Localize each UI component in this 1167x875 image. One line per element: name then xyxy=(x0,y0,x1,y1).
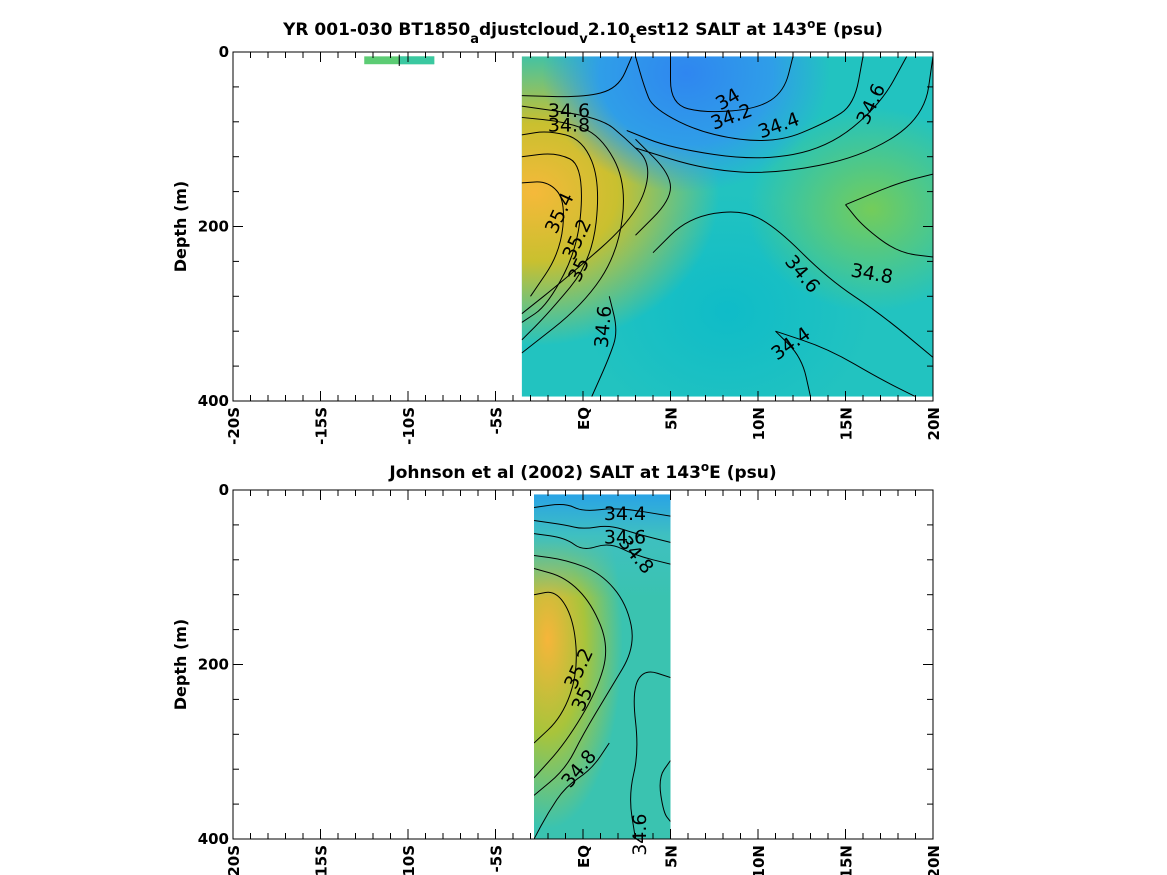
contour-line xyxy=(534,520,671,543)
contour-line xyxy=(521,116,624,354)
contour-line xyxy=(521,131,599,341)
chart-title-part: v xyxy=(579,32,588,47)
chart-title-part: 2.10 xyxy=(588,20,630,40)
contour-line xyxy=(669,56,794,113)
contour-line xyxy=(521,153,582,323)
salinity-field xyxy=(534,494,671,839)
y-tick-label: 200 xyxy=(198,218,229,236)
contour-label: 34.6 xyxy=(604,526,646,548)
field-fragment xyxy=(399,56,435,65)
x-tick-label: EQ xyxy=(575,845,593,868)
contour-line xyxy=(775,330,811,397)
x-tick-label: 5N xyxy=(663,845,681,868)
contour-line xyxy=(845,173,933,206)
x-tick-label: -20S xyxy=(225,845,243,875)
x-tick-label: 15N xyxy=(838,407,856,440)
x-tick-label: 5N xyxy=(663,407,681,430)
x-tick-label: 15N xyxy=(838,845,856,875)
panel-2: Johnson et al (2002) SALT at 143oE (psu)… xyxy=(171,460,943,875)
contour-line xyxy=(534,533,671,565)
contour-line xyxy=(534,568,607,779)
x-tick-label: -10S xyxy=(400,845,418,875)
contour-label: 34.6 xyxy=(591,305,617,349)
contour-line xyxy=(659,760,671,822)
contour-label: 34.6 xyxy=(629,813,651,855)
chart-title-part: est12 SALT at 143 xyxy=(636,20,807,40)
x-tick-label: EQ xyxy=(575,407,593,430)
y-axis-label: Depth (m) xyxy=(171,181,190,273)
x-tick-label: 10N xyxy=(750,407,768,440)
contour-line xyxy=(775,330,916,397)
contour-label: 34.4 xyxy=(604,503,646,525)
contour-line xyxy=(652,211,933,358)
y-tick-label: 0 xyxy=(219,43,229,61)
x-tick-label: 20N xyxy=(925,407,943,440)
chart-title-part: t xyxy=(630,32,636,47)
contour-line xyxy=(534,554,633,796)
y-tick-label: 400 xyxy=(198,830,229,848)
contour-line xyxy=(521,56,633,98)
chart-title-part: a xyxy=(470,32,479,47)
x-tick-label: -15S xyxy=(313,845,331,875)
panel-1: YR 001-030 BT1850adjustcloudv2.10test12 … xyxy=(171,17,943,445)
x-tick-label: 20N xyxy=(925,845,943,875)
contour-line xyxy=(534,591,577,744)
chart-title-part: djustcloud xyxy=(479,20,579,40)
chart-title: YR 001-030 BT1850adjustcloudv2.10test12 … xyxy=(282,17,883,47)
contour-line xyxy=(635,56,864,141)
chart-title-part: E (psu) xyxy=(709,463,776,483)
y-tick-label: 200 xyxy=(198,656,229,674)
y-axis-label: Depth (m) xyxy=(171,619,190,711)
x-tick-label: -10S xyxy=(400,407,418,445)
contour-line xyxy=(845,204,933,258)
contour-label: 34.6 xyxy=(548,100,590,122)
x-tick-label: 10N xyxy=(750,845,768,875)
chart-title-part: o xyxy=(807,17,815,31)
contour-line xyxy=(626,56,908,159)
x-tick-label: -15S xyxy=(313,407,331,445)
x-tick-label: -5S xyxy=(488,407,506,434)
salinity-field xyxy=(521,56,933,397)
y-tick-label: 400 xyxy=(198,392,229,410)
chart-title-part: o xyxy=(701,460,709,474)
contour-line xyxy=(521,105,649,315)
chart-title-part: E (psu) xyxy=(815,20,882,40)
x-tick-label: -20S xyxy=(225,407,243,445)
contour-line xyxy=(630,671,671,839)
contour-line xyxy=(534,504,671,517)
field-layer xyxy=(534,494,671,839)
contour-line xyxy=(591,296,617,397)
y-tick-label: 0 xyxy=(219,481,229,499)
chart-title-part: YR 001-030 BT1850 xyxy=(282,20,470,40)
contour-line xyxy=(521,181,564,297)
contour-line xyxy=(635,56,933,173)
chart-title: Johnson et al (2002) SALT at 143oE (psu) xyxy=(388,460,776,483)
contour-line xyxy=(534,742,610,839)
x-tick-label: -5S xyxy=(488,845,506,872)
contour-label: 34.8 xyxy=(548,115,590,137)
contour-line xyxy=(635,138,672,236)
chart-title-part: Johnson et al (2002) SALT at 143 xyxy=(388,463,701,483)
